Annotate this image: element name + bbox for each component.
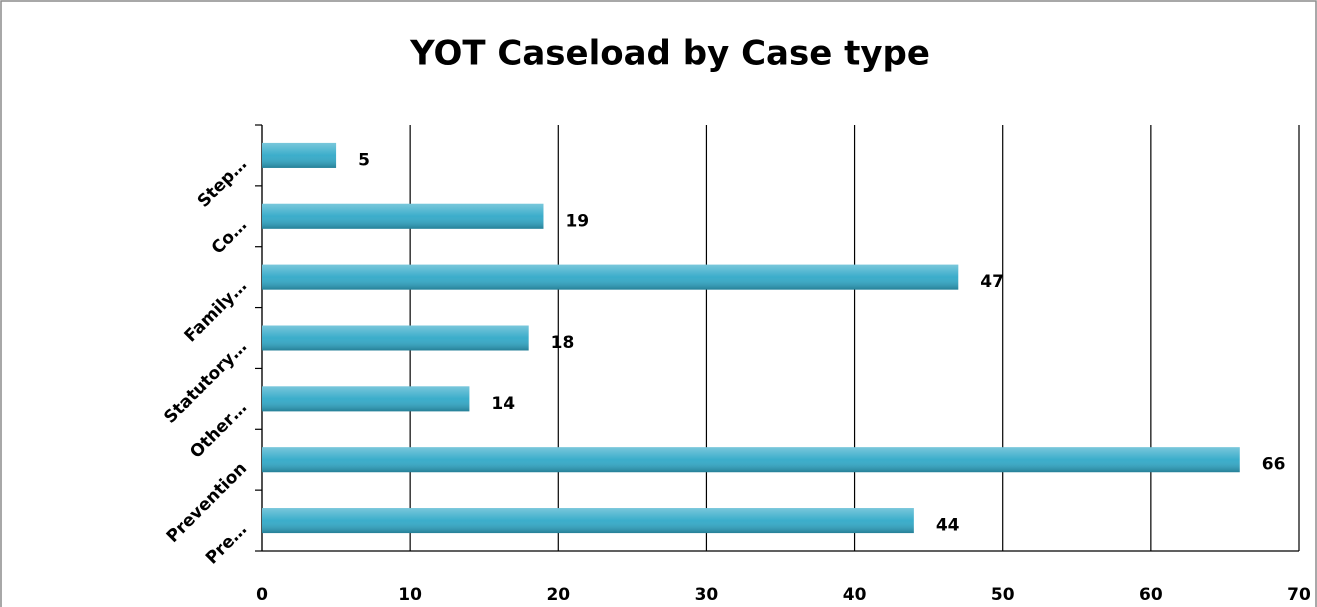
value-label: 44: [936, 516, 960, 536]
bar-shade: [262, 447, 1240, 473]
chart-title: YOT Caseload by Case type: [409, 34, 930, 74]
value-label: 18: [551, 333, 575, 353]
value-label: 5: [358, 150, 370, 170]
value-label: 66: [1262, 455, 1286, 475]
bar-shade: [262, 508, 914, 534]
x-tick-label: 0: [256, 585, 268, 605]
bar-shade: [262, 325, 529, 351]
x-tick-label: 60: [1139, 585, 1163, 605]
bar-shade: [262, 264, 959, 290]
x-tick-label: 30: [695, 585, 719, 605]
x-tick-label: 20: [546, 585, 570, 605]
bar-shade: [262, 142, 337, 168]
bar-shade: [262, 203, 544, 229]
x-tick-label: 70: [1287, 585, 1311, 605]
value-label: 14: [491, 394, 515, 414]
x-tick-label: 50: [991, 585, 1015, 605]
x-tick-label: 10: [398, 585, 422, 605]
value-label: 47: [980, 272, 1004, 292]
value-label: 19: [565, 211, 589, 231]
x-tick-label: 40: [843, 585, 867, 605]
bar-shade: [262, 386, 470, 412]
